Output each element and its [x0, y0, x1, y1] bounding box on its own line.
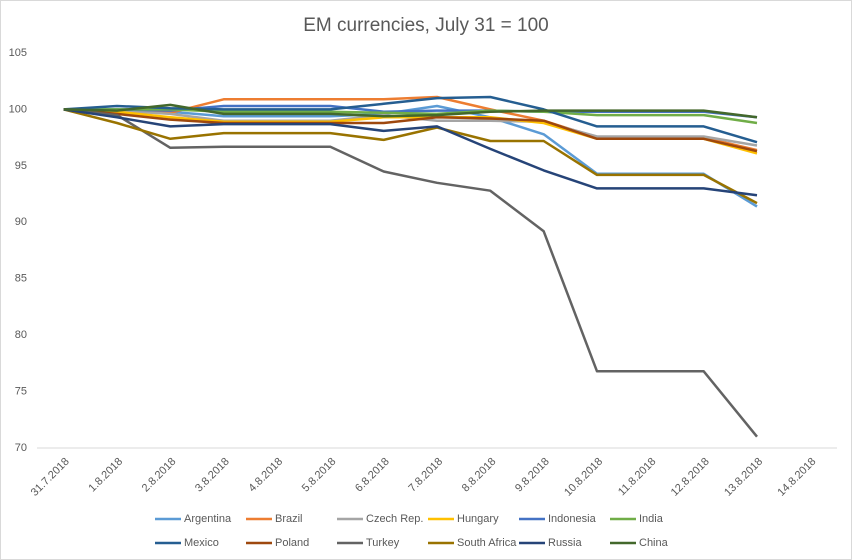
- y-tick-label: 80: [15, 329, 27, 341]
- series-line: [63, 95, 758, 144]
- y-tick-label: 105: [9, 47, 27, 59]
- legend-label: China: [639, 537, 669, 549]
- series-line: [63, 108, 758, 125]
- y-tick-label: 95: [15, 160, 27, 172]
- legend-label: Russia: [548, 537, 583, 549]
- y-tick-label: 75: [15, 385, 27, 397]
- y-tick-label: 70: [15, 442, 27, 454]
- legend-label: Czech Rep.: [366, 513, 423, 525]
- legend-label: Mexico: [184, 537, 219, 549]
- y-tick-label: 90: [15, 216, 27, 228]
- legend-label: Argentina: [184, 513, 232, 525]
- series-line: [63, 103, 758, 119]
- series-line: [63, 108, 758, 197]
- y-tick-label: 100: [9, 103, 27, 115]
- legend-label: Turkey: [366, 537, 400, 549]
- series-line: [63, 108, 758, 438]
- legend-label: Poland: [275, 537, 309, 549]
- legend-label: Brazil: [275, 513, 303, 525]
- y-tick-label: 85: [15, 273, 27, 285]
- legend-label: Indonesia: [548, 513, 597, 525]
- series-line: [63, 108, 758, 153]
- chart-title: EM currencies, July 31 = 100: [303, 15, 549, 36]
- series-line: [63, 108, 758, 205]
- legend-label: South Africa: [457, 537, 517, 549]
- legend-label: Hungary: [457, 513, 499, 525]
- legend-label: India: [639, 513, 664, 525]
